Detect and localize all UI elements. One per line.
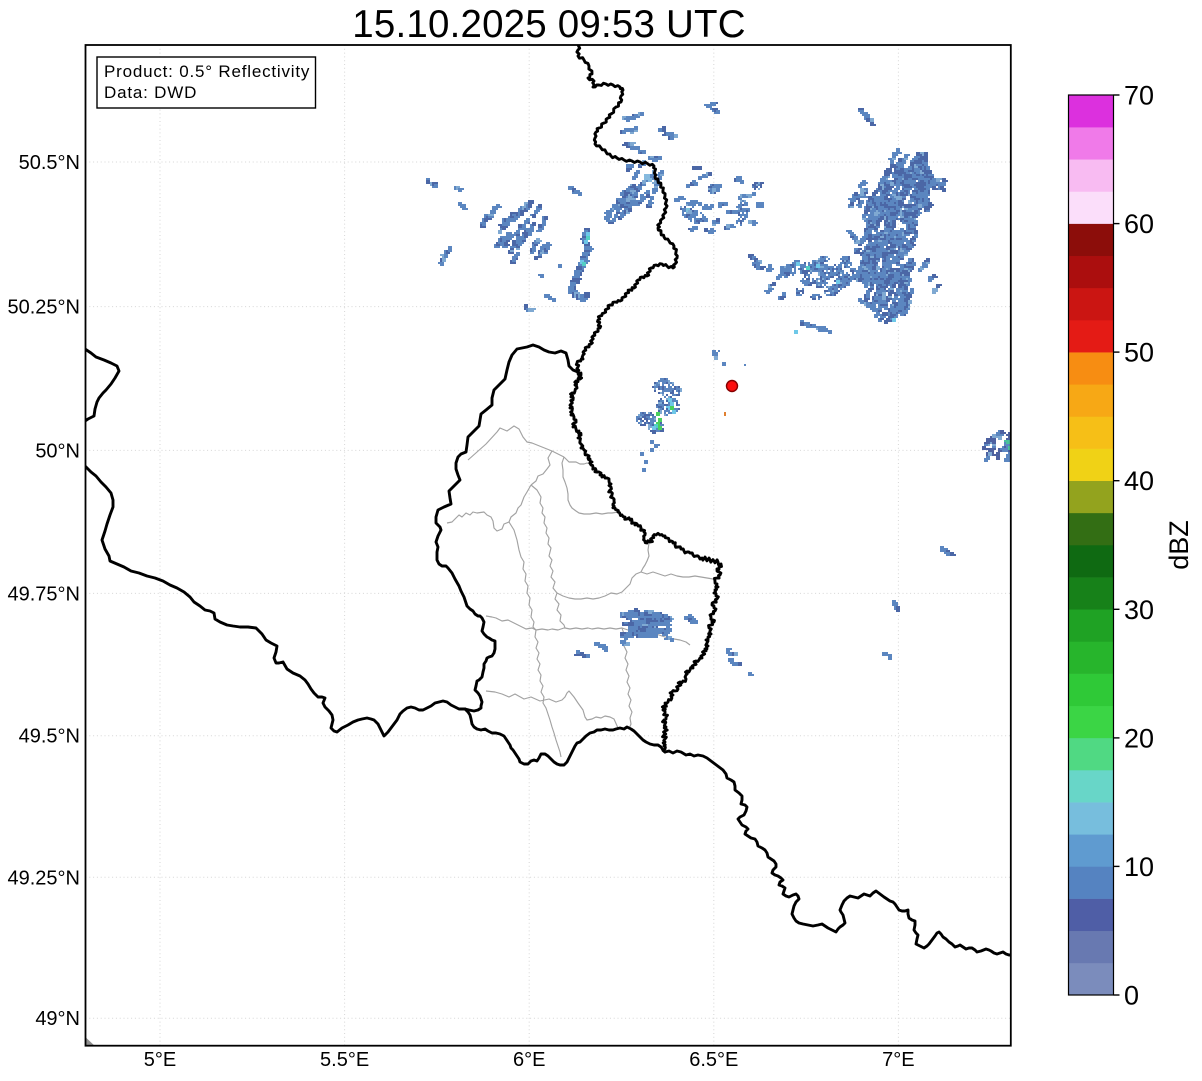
- svg-text:6.5°E: 6.5°E: [689, 1049, 738, 1071]
- svg-text:60: 60: [1124, 209, 1154, 239]
- svg-text:0: 0: [1124, 981, 1139, 1011]
- svg-text:6°E: 6°E: [513, 1049, 545, 1071]
- svg-text:30: 30: [1124, 595, 1154, 625]
- svg-text:70: 70: [1124, 81, 1154, 111]
- svg-text:50.5°N: 50.5°N: [19, 152, 80, 174]
- svg-text:49.5°N: 49.5°N: [19, 726, 80, 748]
- svg-text:50°N: 50°N: [35, 440, 80, 462]
- svg-text:10: 10: [1124, 852, 1154, 882]
- svg-text:7°E: 7°E: [882, 1049, 914, 1071]
- svg-text:dBZ: dBZ: [1164, 520, 1194, 570]
- svg-text:40: 40: [1124, 466, 1154, 496]
- svg-text:20: 20: [1124, 723, 1154, 753]
- svg-text:5°E: 5°E: [144, 1049, 176, 1071]
- svg-text:5.5°E: 5.5°E: [320, 1049, 369, 1071]
- svg-text:49°N: 49°N: [35, 1008, 80, 1030]
- svg-text:Data: DWD: Data: DWD: [104, 83, 197, 102]
- svg-text:15.10.2025 09:53 UTC: 15.10.2025 09:53 UTC: [352, 3, 746, 46]
- svg-text:50.25°N: 50.25°N: [8, 297, 81, 319]
- svg-text:Product: 0.5° Reflectivity: Product: 0.5° Reflectivity: [104, 62, 310, 81]
- svg-text:49.25°N: 49.25°N: [8, 867, 81, 889]
- svg-text:49.75°N: 49.75°N: [8, 583, 81, 605]
- svg-text:50: 50: [1124, 338, 1154, 368]
